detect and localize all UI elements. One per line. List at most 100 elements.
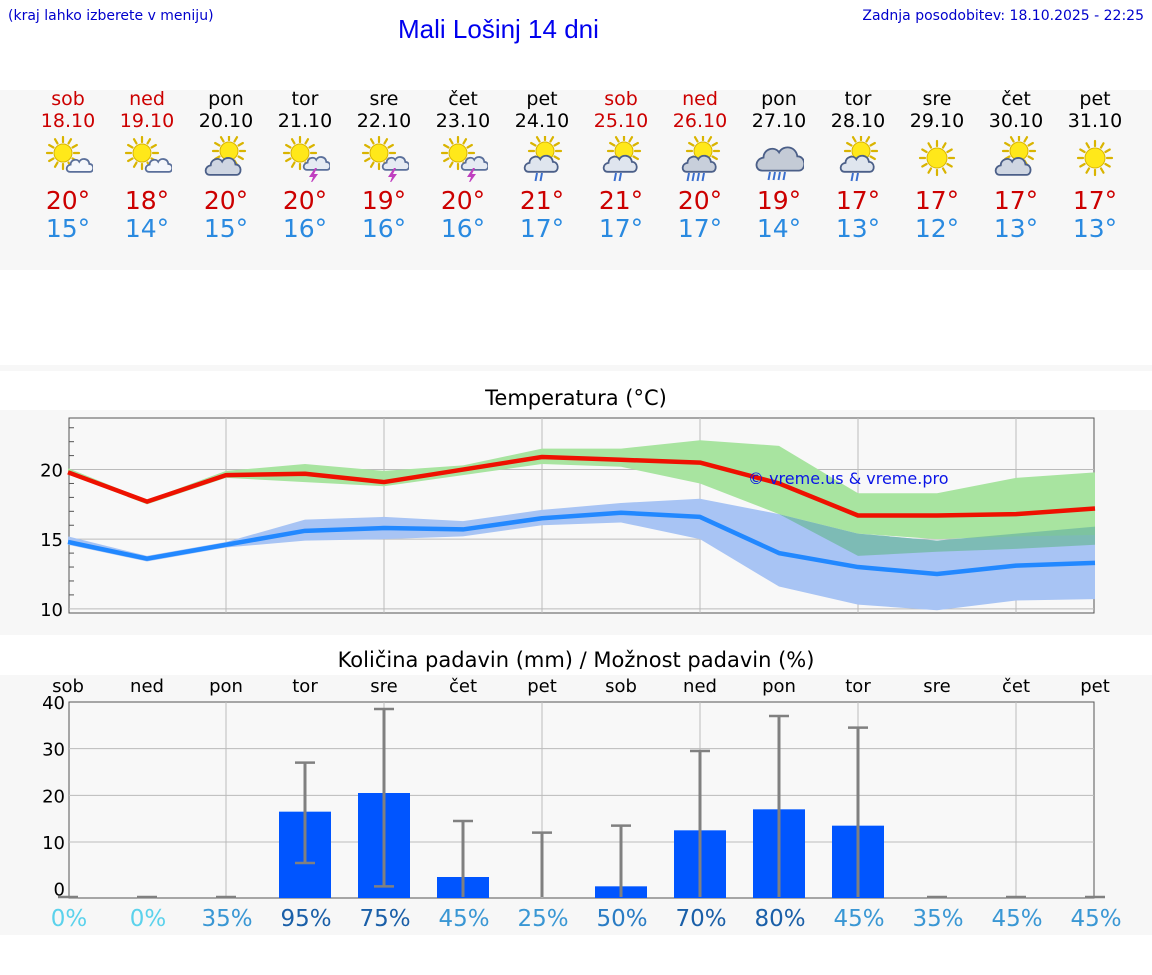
x-category-label: tor: [292, 676, 318, 697]
max-temp: 17°: [835, 186, 881, 215]
day-date: 23.10: [435, 110, 491, 132]
sun-shape: [606, 136, 642, 169]
weather-icon: [1076, 139, 1114, 177]
y-tick-label: 10: [40, 600, 63, 621]
min-temperature-line: [67, 510, 1096, 577]
day-date: 29.10: [909, 110, 965, 132]
weather-icon: [918, 139, 956, 177]
cloud-shape: [602, 154, 638, 173]
max-temp: 19°: [756, 186, 802, 215]
day-name: sob: [604, 88, 638, 110]
day-name: pet: [1079, 88, 1111, 110]
day-name: pet: [526, 88, 558, 110]
day-date: 21.10: [277, 110, 333, 132]
day-date: 28.10: [830, 110, 886, 132]
raindrop-shape: [782, 171, 786, 181]
raindrop-shape: [534, 172, 538, 182]
plot-area: [68, 701, 1095, 899]
max-temp: 20°: [203, 186, 249, 215]
forecast-day: pet 24.10 21° 17°: [502, 88, 582, 243]
raindrop-shape: [767, 171, 771, 181]
max-temp: 20°: [45, 186, 91, 215]
x-category-label: ned: [683, 676, 717, 697]
x-category-label: sre: [923, 676, 950, 697]
cloud-shape: [302, 156, 330, 171]
x-category-label: čet: [449, 676, 477, 697]
cloud-shape: [65, 158, 93, 173]
min-temp: 13°: [993, 214, 1039, 243]
day-name: čet: [1001, 88, 1031, 110]
min-temp: 16°: [361, 214, 407, 243]
forecast-day: čet 23.10 20° 16°: [423, 88, 503, 243]
raindrop-shape: [691, 172, 695, 182]
weather-icon: [45, 136, 93, 173]
precipitation-probability: 45%: [833, 906, 884, 932]
max-temp: 19°: [361, 186, 407, 215]
x-category-label: čet: [1002, 676, 1030, 697]
raindrop-shape: [696, 172, 700, 182]
raindrop-shape: [777, 171, 781, 181]
day-date: 30.10: [988, 110, 1044, 132]
y-tick-label: 20: [40, 461, 63, 482]
error-bar: [374, 707, 394, 888]
min-range-band: [68, 498, 1095, 611]
precipitation-probability: 95%: [280, 906, 331, 932]
day-date: 24.10: [514, 110, 570, 132]
raindrop-shape: [855, 172, 859, 182]
sun-shape: [1076, 139, 1114, 177]
max-temp: 17°: [914, 186, 960, 215]
precipitation-chart-title: Količina padavin (mm) / Možnost padavin …: [337, 648, 815, 672]
sun-shape: [918, 139, 956, 177]
cloud-shape: [755, 146, 804, 172]
cloud-shape: [460, 156, 488, 171]
min-temp: 17°: [598, 214, 644, 243]
forecast-day: sob 25.10 21° 17°: [581, 88, 661, 243]
forecast-day: pon 27.10 19° 14°: [739, 88, 819, 243]
x-category-label: pet: [1080, 676, 1110, 697]
weather-icon: [755, 146, 804, 181]
y-tick-label: 20: [42, 786, 65, 807]
error-bar: [769, 714, 789, 897]
min-temp: 17°: [519, 214, 565, 243]
min-temp: 13°: [835, 214, 881, 243]
precipitation-probability: 45%: [991, 906, 1042, 932]
min-temp: 16°: [440, 214, 486, 243]
day-name: tor: [844, 88, 872, 110]
error-bar: [690, 749, 710, 897]
lightning-shape: [388, 168, 397, 182]
x-category-label: pon: [209, 676, 243, 697]
precipitation-probability: 45%: [1070, 906, 1121, 932]
x-category-label: pon: [762, 676, 796, 697]
day-date: 20.10: [198, 110, 254, 132]
precipitation-probability: 0%: [51, 906, 88, 932]
cloud-shape: [204, 157, 242, 176]
x-category-label: tor: [845, 676, 871, 697]
min-temp: 13°: [1072, 214, 1118, 243]
max-temp: 21°: [519, 186, 565, 215]
raindrop-shape: [618, 172, 622, 182]
menu-hint: (kraj lahko izberete v meniju): [8, 8, 214, 24]
y-tick-label: 0: [54, 880, 65, 901]
forecast-day: pon 20.10 20° 15°: [186, 88, 266, 243]
x-category-label: ned: [130, 676, 164, 697]
max-temp: 18°: [124, 186, 170, 215]
day-name: ned: [682, 88, 718, 110]
weather-icon: [523, 136, 563, 182]
weather-icon: [602, 136, 642, 182]
weather-icon: [361, 136, 409, 182]
error-bar: [848, 726, 868, 897]
page-title: Mali Lošinj 14 dni: [398, 14, 599, 44]
day-date: 18.10: [40, 110, 96, 132]
max-temp: 21°: [598, 186, 644, 215]
day-date: 22.10: [356, 110, 412, 132]
sun-shape: [440, 136, 476, 171]
forecast-day: ned 19.10 18° 14°: [107, 88, 187, 243]
raindrop-shape: [850, 172, 854, 182]
max-temp: 20°: [440, 186, 486, 215]
error-bar: [453, 819, 473, 897]
precipitation-probability: 75%: [359, 906, 410, 932]
weather-icon: [124, 136, 172, 173]
max-temp: 20°: [677, 186, 723, 215]
day-name: sre: [922, 88, 952, 110]
raindrop-shape: [701, 172, 705, 182]
